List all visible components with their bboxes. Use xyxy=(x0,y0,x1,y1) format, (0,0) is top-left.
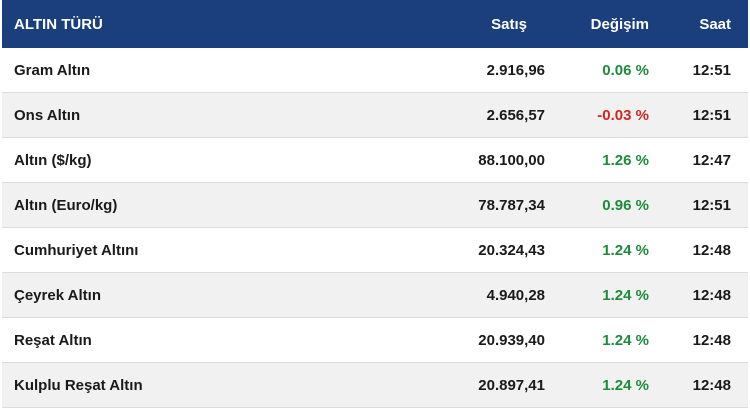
update-time: 12:48 xyxy=(692,376,731,394)
update-time: 12:48 xyxy=(692,331,731,349)
header-change[interactable]: Değişim xyxy=(590,15,649,33)
table-row[interactable]: Altın ($/kg) 88.100,00 1.26 % 12:47 xyxy=(2,138,748,183)
sell-price: 88.100,00 xyxy=(478,151,545,169)
gold-name: Gram Altın xyxy=(14,61,91,79)
sell-price: 20.897,41 xyxy=(478,376,545,394)
sell-price: 78.787,34 xyxy=(478,196,545,214)
header-sell[interactable]: Satış xyxy=(491,15,527,33)
change-percent: 1.24 % xyxy=(602,286,649,304)
table-row[interactable]: Ons Altın 2.656,57 -0.03 % 12:51 xyxy=(2,93,748,138)
change-percent: 1.24 % xyxy=(602,331,649,349)
gold-name: Ons Altın xyxy=(14,106,81,124)
change-percent: 0.96 % xyxy=(602,196,649,214)
header-time[interactable]: Saat xyxy=(699,15,731,33)
table-row[interactable]: Kulplu Reşat Altın 20.897,41 1.24 % 12:4… xyxy=(2,363,748,408)
sell-price: 20.324,43 xyxy=(478,241,545,259)
change-percent: 1.24 % xyxy=(602,241,649,259)
update-time: 12:51 xyxy=(692,61,731,79)
gold-name: Kulplu Reşat Altın xyxy=(14,376,143,394)
update-time: 12:48 xyxy=(692,241,731,259)
table-row[interactable]: Altın (Euro/kg) 78.787,34 0.96 % 12:51 xyxy=(2,183,748,228)
change-percent: 1.24 % xyxy=(602,376,649,394)
gold-name: Altın (Euro/kg) xyxy=(14,196,118,214)
update-time: 12:48 xyxy=(692,286,731,304)
update-time: 12:47 xyxy=(692,151,731,169)
change-percent: 1.26 % xyxy=(602,151,649,169)
table-row[interactable]: Gram Altın 2.916,96 0.06 % 12:51 xyxy=(2,48,748,93)
gold-name: Cumhuriyet Altını xyxy=(14,241,139,259)
sell-price: 20.939,40 xyxy=(478,331,545,349)
gold-name: Reşat Altın xyxy=(14,331,92,349)
header-gold-type[interactable]: ALTIN TÜRÜ xyxy=(14,15,103,33)
gold-name: Çeyrek Altın xyxy=(14,286,101,304)
sell-price: 2.916,96 xyxy=(486,61,545,79)
table-row[interactable]: Çeyrek Altın 4.940,28 1.24 % 12:48 xyxy=(2,273,748,318)
table-row[interactable]: Reşat Altın 20.939,40 1.24 % 12:48 xyxy=(2,318,748,363)
sell-price: 2.656,57 xyxy=(486,106,545,124)
sell-price: 4.940,28 xyxy=(486,286,545,304)
change-percent: -0.03 % xyxy=(597,106,649,124)
table-row[interactable]: Cumhuriyet Altını 20.324,43 1.24 % 12:48 xyxy=(2,228,748,273)
update-time: 12:51 xyxy=(692,196,731,214)
change-percent: 0.06 % xyxy=(602,61,649,79)
table-header: ALTIN TÜRÜ Satış Değişim Saat xyxy=(2,0,748,48)
update-time: 12:51 xyxy=(692,106,731,124)
gold-name: Altın ($/kg) xyxy=(14,151,92,169)
